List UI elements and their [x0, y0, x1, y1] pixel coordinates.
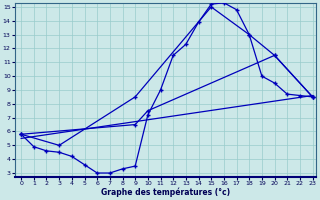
X-axis label: Graphe des températures (°c): Graphe des températures (°c)	[101, 188, 230, 197]
